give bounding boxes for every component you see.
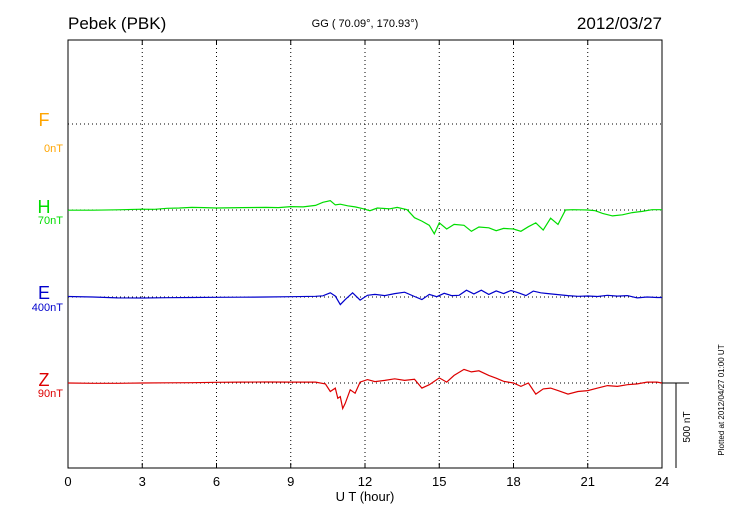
x-tick-label: 18 — [506, 474, 520, 489]
x-tick-label: 3 — [139, 474, 146, 489]
channel-scale-F: 0nT — [44, 143, 63, 155]
channel-scale-E: 400nT — [32, 302, 63, 314]
scale-bar: 500 nT — [662, 382, 693, 468]
x-axis-label: U T (hour) — [336, 489, 395, 504]
geo-coordinates: GG ( 70.09°, 170.93°) — [312, 18, 419, 30]
series-line-E — [67, 289, 662, 306]
x-tick-label: 24 — [655, 474, 669, 489]
x-tick-label: 0 — [64, 474, 71, 489]
series-line-H — [68, 200, 662, 236]
x-tick-label: 12 — [358, 474, 372, 489]
plotted-at-note: Plotted at 2012/04/27 01:00 UT — [717, 344, 726, 455]
x-tick-label: 15 — [432, 474, 446, 489]
series-line-Z — [67, 368, 663, 411]
x-tick-label: 6 — [213, 474, 220, 489]
channel-scale-H: 70nT — [38, 215, 63, 227]
x-tick-label: 9 — [287, 474, 294, 489]
grid-lines — [68, 40, 662, 468]
station-title: Pebek (PBK) — [68, 14, 166, 33]
x-axis-ticks: 0 3 6 9 12 15 18 21 24 — [64, 40, 669, 489]
channel-letter-E: E — [38, 283, 50, 303]
channel-letter-H: H — [38, 197, 51, 217]
channel-letter-Z: Z — [39, 370, 50, 390]
x-tick-label: 21 — [581, 474, 595, 489]
scale-bar-label: 500 nT — [682, 411, 693, 442]
channel-letter-F: F — [39, 110, 50, 130]
series-group — [67, 200, 663, 411]
channel-scale-Z: 90nT — [38, 388, 63, 400]
chart-date: 2012/03/27 — [577, 14, 662, 33]
